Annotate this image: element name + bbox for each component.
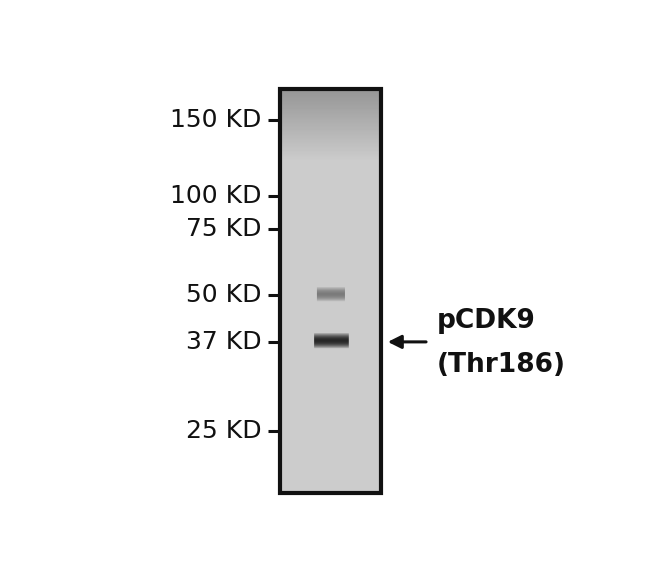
Text: 25 KD: 25 KD: [186, 419, 261, 442]
Text: (Thr186): (Thr186): [436, 352, 566, 378]
Text: 75 KD: 75 KD: [186, 217, 261, 241]
Text: 150 KD: 150 KD: [170, 108, 261, 132]
Text: 100 KD: 100 KD: [170, 184, 261, 207]
Text: 37 KD: 37 KD: [186, 330, 261, 354]
Text: pCDK9: pCDK9: [436, 308, 535, 334]
Bar: [280, 89, 381, 492]
Bar: [280, 89, 381, 492]
Text: 50 KD: 50 KD: [186, 283, 261, 308]
